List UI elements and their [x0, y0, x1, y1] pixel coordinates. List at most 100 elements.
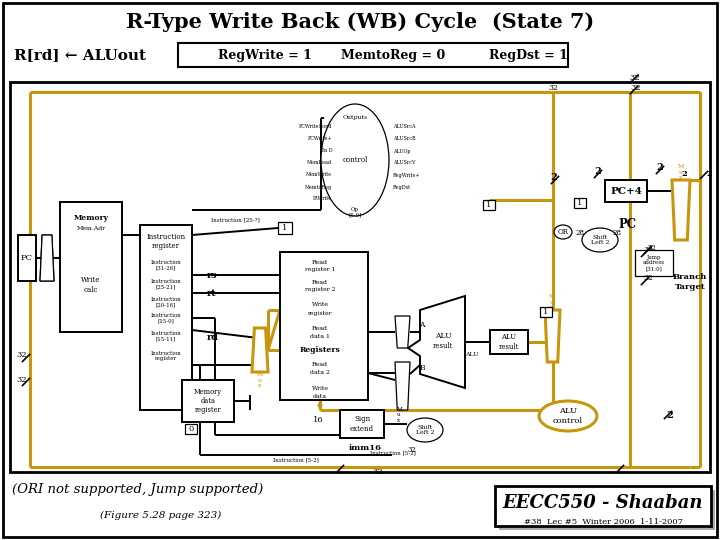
Bar	[540, 307, 552, 317]
Text: In D: In D	[322, 148, 332, 153]
Text: Jump
address
[31:0]: Jump address [31:0]	[643, 255, 665, 271]
Text: PC: PC	[618, 219, 636, 232]
Text: EECC550 - Shaaban: EECC550 - Shaaban	[503, 494, 703, 512]
Text: ALUOp: ALUOp	[393, 148, 410, 153]
Text: rt: rt	[207, 288, 217, 298]
Text: Shift
Left 2: Shift Left 2	[415, 424, 434, 435]
Text: #38  Lec #5  Winter 2006  1-11-2007: #38 Lec #5 Winter 2006 1-11-2007	[523, 518, 683, 526]
Text: 2: 2	[667, 410, 673, 420]
Text: register: register	[307, 310, 333, 315]
Text: 1: 1	[544, 308, 549, 316]
Text: Branch
Target: Branch Target	[672, 273, 707, 291]
Bar	[185, 424, 197, 434]
Text: RegWrite+: RegWrite+	[393, 172, 420, 178]
Text: (ORI not supported, Jump supported): (ORI not supported, Jump supported)	[12, 483, 264, 496]
Polygon shape	[395, 362, 410, 410]
Bar	[60, 202, 122, 332]
Ellipse shape	[554, 225, 572, 239]
Text: 1: 1	[577, 199, 582, 207]
Text: (Figure 5.28 page 323): (Figure 5.28 page 323)	[100, 510, 221, 519]
Text: Op
[5-0]: Op [5-0]	[348, 207, 361, 218]
Text: 32: 32	[643, 246, 653, 254]
Text: 32: 32	[631, 84, 642, 92]
Text: B: B	[419, 364, 425, 372]
Bar	[18, 235, 36, 281]
Text: RegDst: RegDst	[393, 185, 411, 190]
Text: ALUSrcB: ALUSrcB	[393, 137, 415, 141]
Text: 32: 32	[548, 84, 558, 92]
Polygon shape	[408, 296, 465, 388]
Text: Instruction [5-2]: Instruction [5-2]	[370, 450, 416, 456]
Polygon shape	[672, 180, 690, 240]
Text: A: A	[419, 321, 425, 329]
Text: M
u
x: M u x	[257, 372, 264, 388]
Bar	[605, 180, 647, 202]
Text: 32: 32	[17, 351, 27, 359]
Text: M
u
x: M u x	[44, 256, 50, 273]
Text: 32: 32	[408, 446, 416, 454]
Bar	[340, 410, 384, 438]
Text: 32: 32	[646, 244, 656, 252]
Text: Write: Write	[312, 302, 328, 307]
Text: Read: Read	[312, 326, 328, 330]
Text: PCWrite+: PCWrite+	[307, 137, 332, 141]
Text: R[rd] ← ALUout: R[rd] ← ALUout	[14, 48, 146, 62]
Text: RegDst = 1: RegDst = 1	[489, 49, 567, 62]
Text: control: control	[343, 156, 368, 164]
Text: data: data	[313, 394, 327, 399]
Text: Memory
data
register: Memory data register	[194, 388, 222, 414]
Text: ALUSrcV: ALUSrcV	[393, 160, 415, 165]
Text: MemtoReg = 0: MemtoReg = 0	[341, 49, 445, 62]
Text: PC: PC	[21, 254, 33, 262]
Text: Write
calc: Write calc	[81, 276, 101, 294]
Text: IRWrite: IRWrite	[313, 197, 332, 201]
Text: Sign
extend: Sign extend	[350, 415, 374, 433]
Text: rs: rs	[207, 271, 217, 280]
Text: OR: OR	[557, 228, 569, 236]
Bar	[490, 330, 528, 354]
Text: MemtoReg: MemtoReg	[305, 185, 332, 190]
Bar	[499, 490, 715, 530]
Text: MemWrite: MemWrite	[306, 172, 332, 178]
Text: ALU: ALU	[435, 332, 451, 340]
Polygon shape	[40, 235, 54, 281]
Text: M
u
x: M u x	[549, 294, 555, 310]
Text: MemRead: MemRead	[307, 160, 332, 165]
Text: imm16: imm16	[348, 444, 382, 452]
Text: ALU
result: ALU result	[499, 333, 519, 350]
Bar	[495, 486, 711, 526]
Text: R-Type Write Back (WB) Cycle  (State 7): R-Type Write Back (WB) Cycle (State 7)	[126, 12, 594, 32]
Text: data 1: data 1	[310, 334, 330, 339]
Text: Shift
Left 2: Shift Left 2	[590, 234, 609, 245]
Text: Instruction
[15-0]: Instruction [15-0]	[150, 313, 181, 323]
Text: ALUSrcA: ALUSrcA	[393, 125, 415, 130]
Bar	[178, 43, 568, 67]
Text: Memory: Memory	[73, 214, 109, 222]
Text: Instruction: Instruction	[146, 233, 186, 241]
Text: Instruction
[15-11]: Instruction [15-11]	[150, 330, 181, 341]
Polygon shape	[252, 328, 268, 372]
Ellipse shape	[539, 401, 597, 431]
Text: 2: 2	[595, 167, 601, 177]
Bar	[483, 200, 495, 210]
Text: Read: Read	[312, 362, 328, 368]
Bar	[140, 225, 192, 410]
Text: 0: 0	[189, 425, 194, 433]
Text: Write: Write	[312, 386, 328, 390]
Ellipse shape	[321, 104, 389, 216]
Text: Read: Read	[312, 280, 328, 285]
Text: Instruction [25-?]: Instruction [25-?]	[211, 218, 259, 222]
Text: data 2: data 2	[310, 370, 330, 375]
Bar	[10, 82, 710, 472]
Text: 32: 32	[643, 274, 653, 282]
Text: Mem.Adr: Mem.Adr	[76, 226, 106, 231]
Text: 32: 32	[17, 376, 27, 384]
Text: M
u
x: M u x	[397, 407, 402, 423]
Polygon shape	[545, 310, 560, 362]
Bar	[635, 250, 673, 276]
Polygon shape	[395, 316, 410, 348]
Text: 28: 28	[613, 229, 621, 237]
Text: Registers: Registers	[300, 346, 341, 354]
Text: 32: 32	[630, 74, 640, 82]
Bar	[280, 252, 368, 400]
